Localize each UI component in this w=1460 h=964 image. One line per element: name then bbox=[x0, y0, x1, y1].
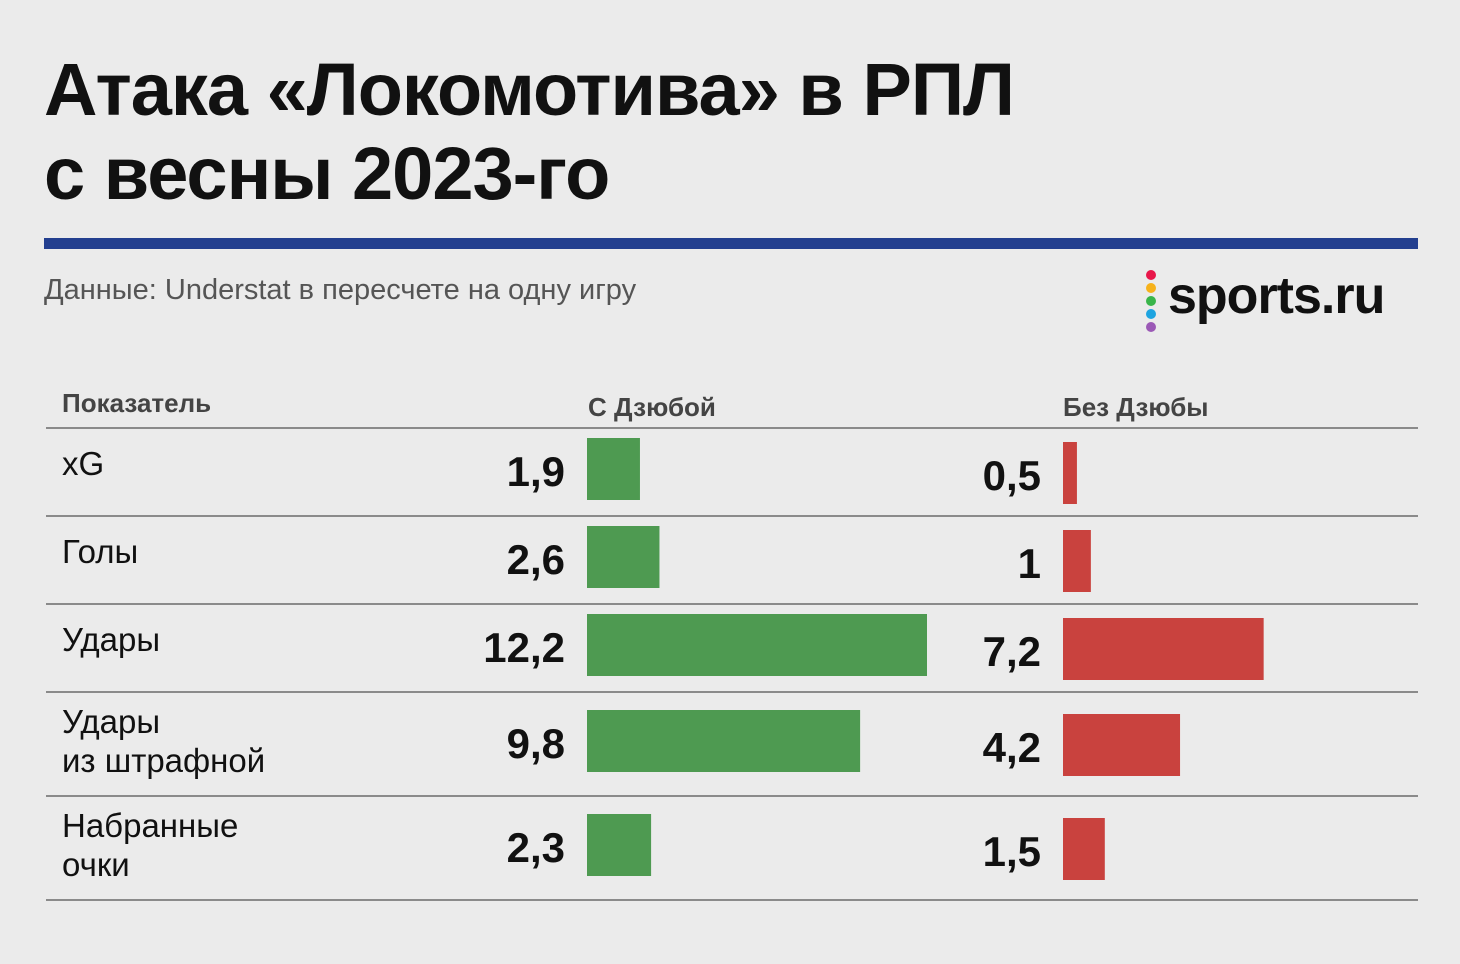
row-label-3: Удары из штрафной bbox=[62, 703, 266, 779]
logo-dot-0 bbox=[1146, 270, 1156, 280]
value-without-dzyuba-4: 1,5 bbox=[983, 828, 1041, 875]
value-without-dzyuba-1: 1 bbox=[1018, 540, 1041, 587]
chart-title-line-1: Атака «Локомотива» в РПЛ bbox=[44, 48, 1015, 131]
value-with-dzyuba-3: 9,8 bbox=[507, 720, 565, 767]
logo-dot-3 bbox=[1146, 309, 1156, 319]
bar-with-dzyuba-0 bbox=[587, 438, 640, 500]
bar-with-dzyuba-1 bbox=[587, 526, 660, 588]
value-without-dzyuba-0: 0,5 bbox=[983, 452, 1041, 499]
bar-with-dzyuba-4 bbox=[587, 814, 652, 876]
bar-without-dzyuba-3 bbox=[1063, 714, 1181, 776]
row-label-1: Голы bbox=[62, 533, 139, 570]
value-without-dzyuba-2: 7,2 bbox=[983, 628, 1041, 675]
value-with-dzyuba-0: 1,9 bbox=[507, 448, 565, 495]
logo-wordmark: sports.ru bbox=[1168, 267, 1385, 325]
chart-title: Атака «Локомотива» в РПЛ с весны 2023-го bbox=[44, 48, 1015, 216]
bar-without-dzyuba-4 bbox=[1063, 818, 1105, 880]
bar-without-dzyuba-2 bbox=[1063, 618, 1264, 680]
chart-title-line-2: с весны 2023-го bbox=[44, 132, 610, 215]
logo-dot-1 bbox=[1146, 283, 1156, 293]
value-with-dzyuba-1: 2,6 bbox=[507, 536, 565, 583]
data-source-note: Данные: Understat в пересчете на одну иг… bbox=[44, 274, 637, 306]
row-label-4: Набранные очки bbox=[62, 807, 239, 883]
header-with-dzyuba: С Дзюбой bbox=[588, 392, 716, 422]
value-without-dzyuba-3: 4,2 bbox=[983, 724, 1041, 771]
sports-ru-logo: sports.ru bbox=[1146, 267, 1422, 335]
header-indicator: Показатель bbox=[62, 388, 212, 418]
value-with-dzyuba-2: 12,2 bbox=[483, 624, 565, 671]
bar-without-dzyuba-0 bbox=[1063, 442, 1077, 504]
logo-dot-4 bbox=[1146, 322, 1156, 332]
logo-dot-2 bbox=[1146, 296, 1156, 306]
logo-dots-icon bbox=[1146, 270, 1158, 335]
value-with-dzyuba-4: 2,3 bbox=[507, 824, 565, 871]
bar-with-dzyuba-2 bbox=[587, 614, 927, 676]
row-label-0: xG bbox=[62, 445, 105, 482]
row-label-2: Удары bbox=[62, 621, 161, 658]
bar-with-dzyuba-3 bbox=[587, 710, 861, 772]
header-without-dzyuba: Без Дзюбы bbox=[1063, 392, 1209, 422]
title-divider bbox=[44, 238, 1418, 249]
bar-without-dzyuba-1 bbox=[1063, 530, 1091, 592]
